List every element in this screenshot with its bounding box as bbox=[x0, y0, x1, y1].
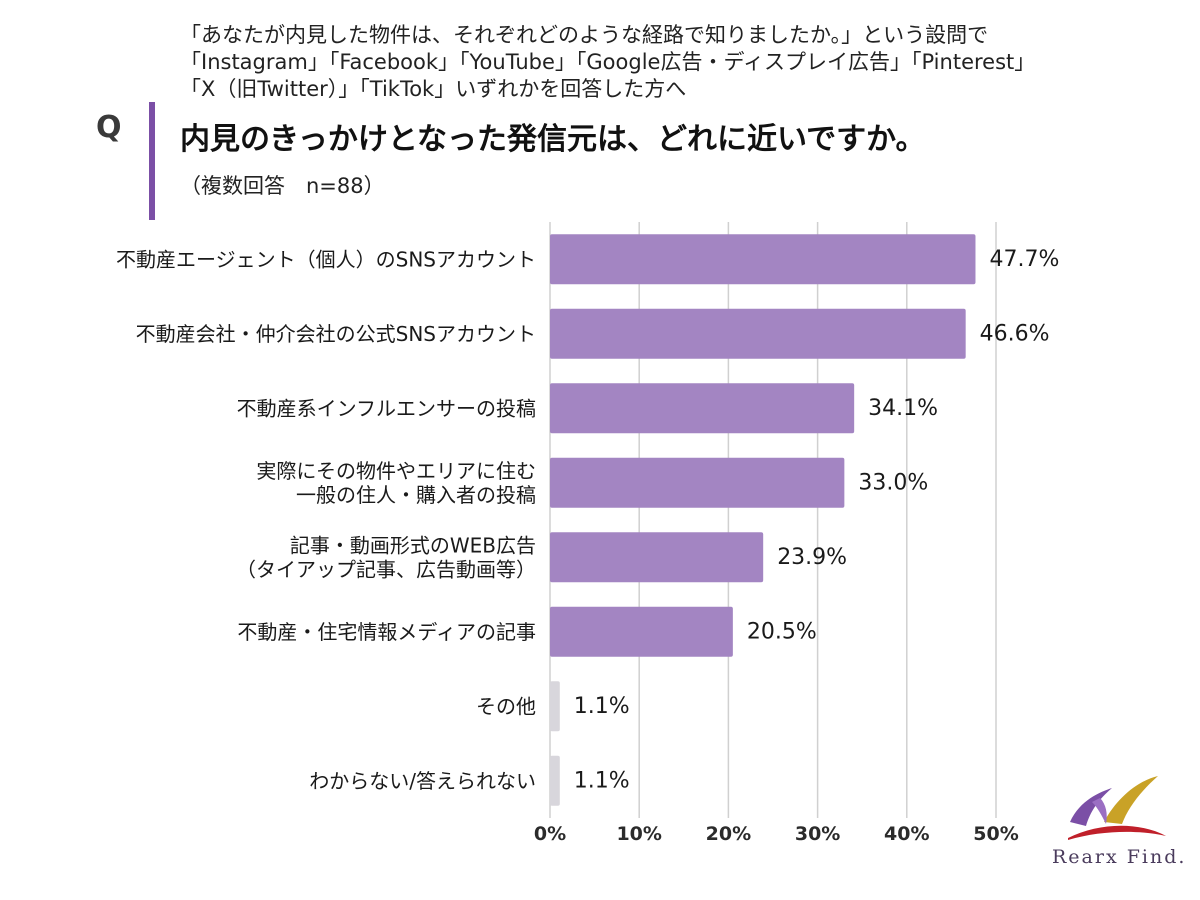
x-tick-label: 20% bbox=[706, 823, 751, 845]
category-label: 不動産系インフルエンサーの投稿 bbox=[237, 396, 536, 420]
intro-line-1: 「あなたが内見した物件は、それぞれどのような経路で知りましたか。」という設問で bbox=[180, 23, 989, 47]
brand-logo-text: Rearx Find. bbox=[1052, 846, 1187, 868]
intro-line-2: 「Instagram」「Facebook」「YouTube」「Google広告・… bbox=[180, 50, 1036, 74]
category-label: その他 bbox=[476, 694, 536, 718]
category-label: 不動産・住宅情報メディアの記事 bbox=[237, 620, 536, 644]
data-label: 1.1% bbox=[574, 768, 630, 793]
category-label: 不動産会社・仲介会社の公式SNSアカウント bbox=[136, 322, 536, 346]
data-label: 1.1% bbox=[574, 694, 630, 719]
data-label: 23.9% bbox=[777, 545, 847, 570]
question-title: 内見のきっかけとなった発信元は、どれに近いですか。 bbox=[180, 122, 926, 157]
bar bbox=[550, 457, 845, 508]
question-marker: Q bbox=[96, 110, 122, 145]
data-label: 33.0% bbox=[858, 470, 928, 495]
x-tick-label: 40% bbox=[884, 823, 929, 845]
question-accent-bar bbox=[149, 102, 155, 220]
bar bbox=[550, 681, 560, 732]
data-label: 46.6% bbox=[980, 321, 1050, 346]
category-label: 一般の住人・購入者の投稿 bbox=[296, 483, 536, 507]
bar bbox=[550, 606, 733, 657]
x-tick-label: 10% bbox=[616, 823, 661, 845]
bar bbox=[550, 755, 560, 806]
bar bbox=[550, 383, 855, 434]
data-label: 47.7% bbox=[989, 247, 1059, 272]
brand-logo-icon bbox=[1068, 776, 1166, 840]
data-label: 34.1% bbox=[868, 396, 938, 421]
x-tick-label: 50% bbox=[973, 823, 1018, 845]
category-label: 不動産エージェント（個人）のSNSアカウント bbox=[116, 247, 536, 271]
intro-line-3: 「X（旧Twitter）」「TikTok」いずれかを回答した方へ bbox=[180, 77, 687, 101]
data-label: 20.5% bbox=[747, 619, 817, 644]
bar bbox=[550, 532, 764, 583]
category-label: （タイアップ記事、広告動画等） bbox=[236, 557, 536, 581]
x-tick-label: 0% bbox=[534, 823, 566, 845]
bar bbox=[550, 234, 976, 285]
bar bbox=[550, 308, 966, 359]
intro-text: 「あなたが内見した物件は、それぞれどのような経路で知りましたか。」という設問で … bbox=[180, 22, 1180, 103]
category-label: わからない/答えられない bbox=[309, 769, 536, 793]
x-tick-label: 30% bbox=[795, 823, 840, 845]
category-label: 記事・動画形式のWEB広告 bbox=[290, 533, 536, 557]
category-label: 実際にその物件やエリアに住む bbox=[256, 459, 536, 483]
sample-note: （複数回答 n=88） bbox=[180, 174, 385, 198]
